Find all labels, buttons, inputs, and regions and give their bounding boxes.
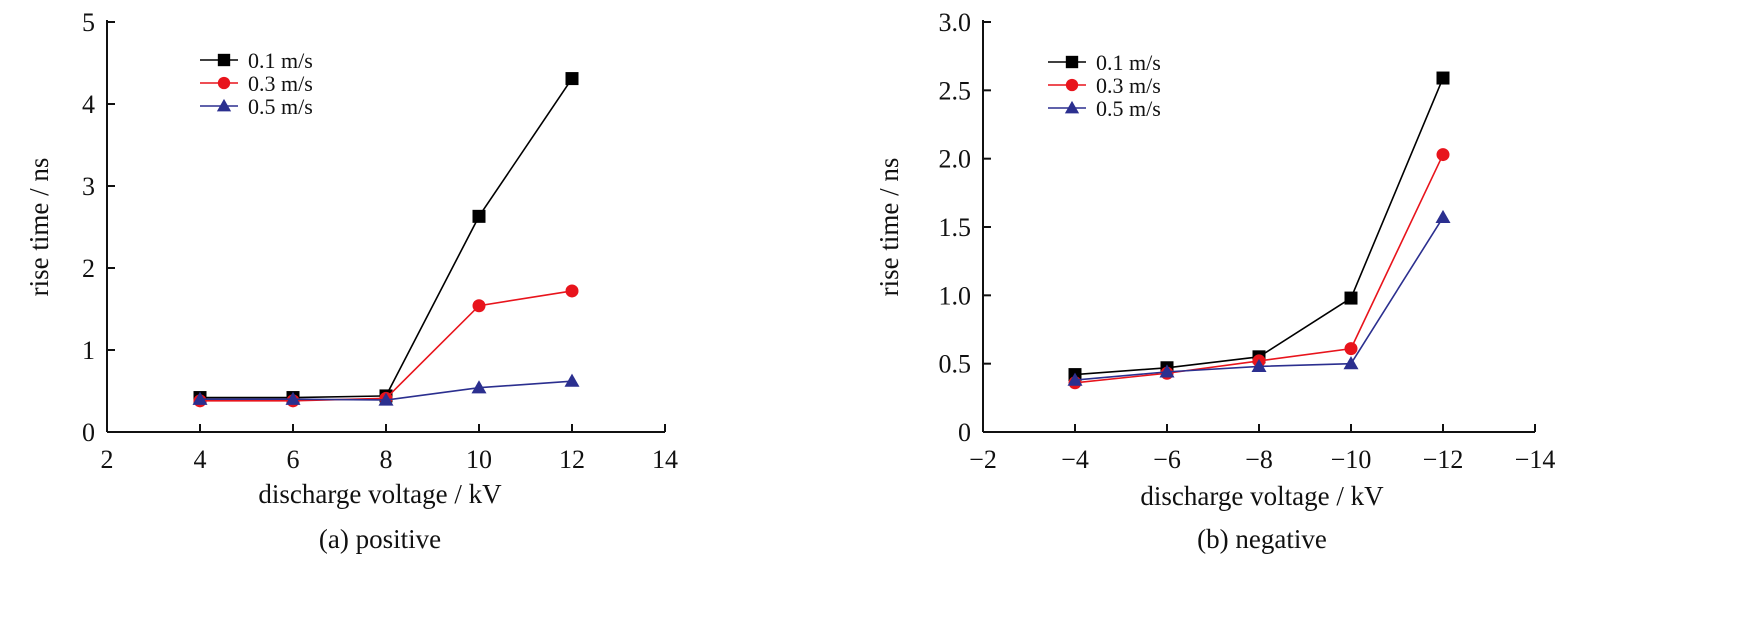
- legend-marker: [216, 98, 232, 112]
- data-point: [471, 380, 487, 394]
- y-tick-label: 0: [958, 418, 971, 447]
- x-tick-label: −2: [969, 445, 997, 474]
- y-tick-label: 5: [82, 8, 95, 37]
- y-axis-title: rise time / ns: [24, 158, 54, 297]
- y-tick-label: 4: [82, 90, 95, 119]
- legend-marker: [1064, 100, 1080, 114]
- data-point: [378, 392, 394, 406]
- y-tick-label: 2.5: [939, 76, 972, 105]
- y-tick-label: 0.5: [939, 350, 972, 379]
- y-tick-label: 2: [82, 254, 95, 283]
- y-tick-label: 1: [82, 336, 95, 365]
- x-tick-label: 4: [194, 445, 207, 474]
- data-point: [565, 72, 579, 86]
- x-axis-title: discharge voltage / kV: [258, 479, 502, 509]
- x-tick-label: 12: [559, 445, 585, 474]
- data-point: [192, 391, 208, 405]
- x-tick-label: −12: [1423, 445, 1464, 474]
- y-tick-label: 0: [82, 418, 95, 447]
- legend-label: 0.3 m/s: [248, 71, 313, 96]
- x-tick-label: −14: [1515, 445, 1556, 474]
- data-point: [472, 299, 486, 313]
- x-tick-label: 10: [466, 445, 492, 474]
- series-line: [1074, 154, 1444, 384]
- x-tick-label: 2: [101, 445, 114, 474]
- x-axis-title: discharge voltage / kV: [1140, 481, 1384, 511]
- data-point: [1436, 71, 1450, 85]
- legend-label: 0.1 m/s: [248, 48, 313, 73]
- data-point: [1436, 148, 1450, 162]
- x-tick-label: −4: [1061, 445, 1089, 474]
- legend-label: 0.3 m/s: [1096, 73, 1161, 98]
- legend-marker: [217, 53, 231, 67]
- legend-label: 0.1 m/s: [1096, 50, 1161, 75]
- series-0-5-m-s: [192, 373, 580, 406]
- panel-caption: (a) positive: [319, 524, 441, 554]
- legend: 0.1 m/s0.3 m/s0.5 m/s: [1048, 50, 1161, 121]
- data-point: [565, 284, 579, 298]
- y-axis-title: rise time / ns: [874, 158, 904, 297]
- data-point: [1344, 291, 1358, 305]
- legend-marker: [1065, 55, 1079, 69]
- chart-panel-negative: 0 0.5 1.0 1.5 2.0 2.5 3.0 −2 −4 −6 −8 −10 −12 −14 rise…: [874, 8, 1555, 554]
- data-point: [564, 373, 580, 387]
- legend-label: 0.5 m/s: [248, 94, 313, 119]
- series-line: [1074, 77, 1444, 376]
- legend-marker: [217, 76, 231, 90]
- data-point: [285, 391, 301, 405]
- y-tick-label: 1.0: [939, 281, 972, 310]
- panel-caption: (b) negative: [1197, 524, 1327, 554]
- y-tick-label: 2.0: [939, 145, 972, 174]
- legend: 0.1 m/s0.3 m/s0.5 m/s: [200, 48, 313, 119]
- series-0-1-m-s: [193, 72, 579, 405]
- data-point: [1435, 209, 1451, 224]
- series-0-3-m-s: [193, 284, 579, 408]
- x-tick-label: −10: [1331, 445, 1372, 474]
- y-tick-label: 1.5: [939, 213, 972, 242]
- x-tick-label: 8: [380, 445, 393, 474]
- data-point: [1159, 364, 1175, 378]
- series-0-5-m-s: [1067, 209, 1451, 386]
- x-tick-label: −8: [1245, 445, 1273, 474]
- legend-label: 0.5 m/s: [1096, 96, 1161, 121]
- data-point: [472, 209, 486, 223]
- data-point: [1343, 356, 1359, 370]
- x-tick-label: −6: [1153, 445, 1181, 474]
- y-tick-label: 3.0: [939, 8, 972, 37]
- data-point: [1067, 372, 1083, 386]
- series-line: [200, 78, 573, 399]
- x-tick-label: 6: [287, 445, 300, 474]
- legend-marker: [1065, 78, 1079, 92]
- y-tick-label: 3: [82, 172, 95, 201]
- x-tick-label: 14: [652, 445, 678, 474]
- data-point: [1344, 342, 1358, 356]
- data-point: [1251, 358, 1267, 373]
